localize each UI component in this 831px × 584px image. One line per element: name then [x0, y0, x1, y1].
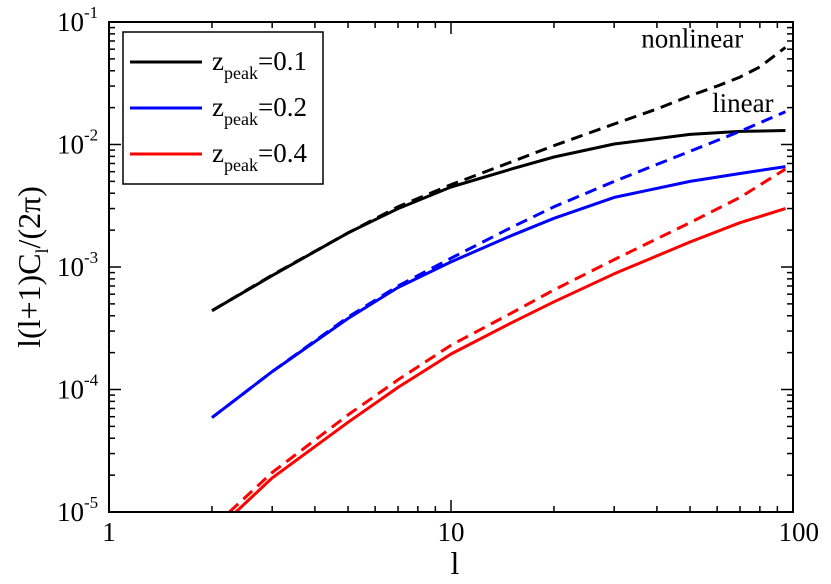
series-line-3 — [211, 110, 786, 419]
y-tick-label: 10-5 — [57, 493, 98, 527]
tick-layer — [108, 21, 793, 513]
y-tick-label: 10-4 — [57, 371, 99, 405]
y-tick-label: 10-3 — [57, 248, 98, 282]
series-line-2 — [211, 165, 786, 419]
series-line-4 — [234, 207, 786, 514]
label-layer: 1 10 100 10-5 10-4 10-3 10-2 10-1 nonlinear linea… — [57, 3, 819, 547]
annotation-1: linear — [712, 88, 773, 118]
series-line-1 — [211, 46, 787, 312]
legend-label-1: zpeak=0.2 — [212, 92, 307, 129]
series-line-0 — [211, 129, 786, 312]
x-tick-label: 1 — [102, 517, 116, 547]
y-axis-title: l(l+1)Cl/(2π) — [11, 186, 52, 348]
legend-items: zpeak=0.1 zpeak=0.2 zpeak=0.4 — [130, 46, 307, 175]
x-axis-title: l — [451, 545, 460, 581]
x-tick-label: 100 — [779, 517, 820, 547]
x-tick-label: 10 — [438, 517, 465, 547]
y-tick-label: 10-2 — [57, 126, 98, 160]
legend-label-0: zpeak=0.1 — [212, 46, 307, 83]
y-tick-label: 10-1 — [57, 3, 98, 37]
y-axis-sub-l: l — [32, 248, 52, 253]
annotation-0: nonlinear — [641, 23, 743, 53]
legend-label-2: zpeak=0.4 — [212, 138, 307, 175]
series-layer — [211, 46, 787, 514]
legend: zpeak=0.1 zpeak=0.2 zpeak=0.4 — [122, 31, 324, 185]
y-axis-tail: /(2π) — [11, 186, 47, 248]
series-line-5 — [228, 167, 787, 514]
